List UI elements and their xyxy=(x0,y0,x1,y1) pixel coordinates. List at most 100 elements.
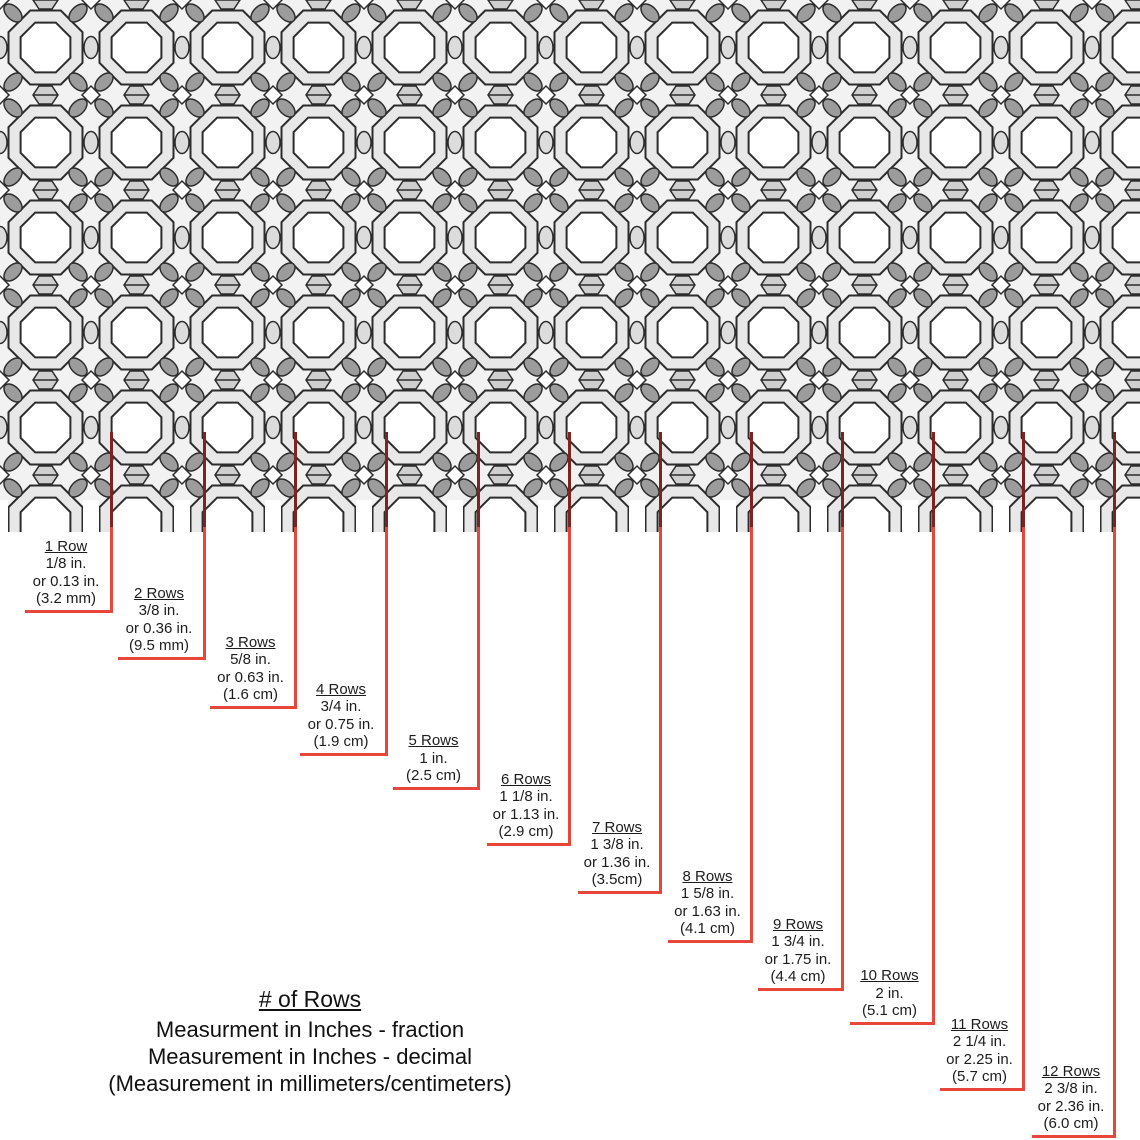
measurement-metric: (3.2 mm) xyxy=(36,589,96,607)
leader-line-vertical xyxy=(841,432,844,991)
measurement-group-5-rows: 5 Rows 1 in. (2.5 cm) xyxy=(393,432,480,790)
measurement-decimal: or 2.25 in. xyxy=(946,1050,1013,1068)
measurement-metric: (9.5 mm) xyxy=(129,636,189,654)
measurement-group-8-rows: 8 Rows 1 5/8 in. or 1.63 in. (4.1 cm) xyxy=(668,432,753,943)
measurement-title: 6 Rows xyxy=(500,771,552,788)
leader-line-vertical xyxy=(659,432,662,894)
measurement-fraction: 1 in. xyxy=(419,749,448,767)
measurement-decimal: or 0.13 in. xyxy=(32,572,100,590)
leader-line-horizontal xyxy=(758,988,844,991)
measurement-label-block: 4 Rows 3/4 in. or 0.75 in. (1.9 cm) xyxy=(294,681,388,750)
measurement-group-9-rows: 9 Rows 1 3/4 in. or 1.75 in. (4.4 cm) xyxy=(758,432,844,991)
legend-block: # of Rows Measurment in Inches - fractio… xyxy=(20,985,600,1097)
measurement-decimal: or 2.36 in. xyxy=(1037,1097,1105,1115)
measurement-decimal: or 1.13 in. xyxy=(492,805,560,823)
measurement-group-4-rows: 4 Rows 3/4 in. or 0.75 in. (1.9 cm) xyxy=(300,432,388,756)
measurement-group-3-rows: 3 Rows 5/8 in. or 0.63 in. (1.6 cm) xyxy=(210,432,297,709)
measurement-fraction: 2 in. xyxy=(875,984,904,1002)
measurement-title: 3 Rows xyxy=(225,634,276,651)
chainmaille-pattern xyxy=(0,0,1140,532)
leader-line-vertical xyxy=(203,432,206,660)
measurement-group-10-rows: 10 Rows 2 in. (5.1 cm) xyxy=(850,432,935,1025)
leader-line-horizontal xyxy=(25,610,113,613)
leader-line-vertical xyxy=(750,432,753,943)
measurement-decimal: or 0.63 in. xyxy=(217,668,284,686)
measurement-fraction: 1 5/8 in. xyxy=(680,885,735,903)
measurement-metric: (5.1 cm) xyxy=(861,1001,917,1019)
measurement-metric: (4.4 cm) xyxy=(770,967,826,985)
leader-line-vertical xyxy=(477,432,480,790)
measurement-title: 11 Rows xyxy=(950,1016,1009,1033)
measurement-metric: (1.6 cm) xyxy=(222,685,278,703)
measurement-label-block: 10 Rows 2 in. (5.1 cm) xyxy=(844,967,935,1019)
measurement-title: 1 Row xyxy=(44,538,88,555)
leader-line-horizontal xyxy=(393,787,480,790)
measurement-label-block: 7 Rows 1 3/8 in. or 1.36 in. (3.5cm) xyxy=(572,819,662,888)
measurement-metric: (1.9 cm) xyxy=(313,732,369,750)
measurement-group-12-rows: 12 Rows 2 3/8 in. or 2.36 in. (6.0 cm) xyxy=(1032,432,1116,1138)
measurement-group-2-rows: 2 Rows 3/8 in. or 0.36 in. (9.5 mm) xyxy=(118,432,206,660)
measurement-group-6-rows: 6 Rows 1 1/8 in. or 1.13 in. (2.9 cm) xyxy=(487,432,571,846)
measurement-decimal: or 1.36 in. xyxy=(583,853,651,871)
measurement-metric: (6.0 cm) xyxy=(1043,1114,1099,1132)
leader-line-horizontal xyxy=(487,843,571,846)
measurement-fraction: 1 1/8 in. xyxy=(499,788,553,806)
measurement-title: 5 Rows xyxy=(408,732,459,750)
measurement-group-11-rows: 11 Rows 2 1/4 in. or 2.25 in. (5.7 cm) xyxy=(940,432,1025,1091)
leader-line-vertical xyxy=(568,432,571,846)
leader-line-vertical xyxy=(385,432,388,756)
measurement-metric: (2.9 cm) xyxy=(498,822,554,840)
measurement-fraction: 3/8 in. xyxy=(138,602,180,620)
measurement-title: 8 Rows xyxy=(682,868,733,885)
measurement-title: 4 Rows xyxy=(315,681,367,698)
measurement-metric: (4.1 cm) xyxy=(679,919,735,937)
measurement-label-block: 6 Rows 1 1/8 in. or 1.13 in. (2.9 cm) xyxy=(481,771,571,840)
measurement-label-block: 1 Row 1/8 in. or 0.13 in. (3.2 mm) xyxy=(19,538,113,607)
leader-line-vertical xyxy=(1113,432,1116,1138)
legend-line-fraction: Measurment in Inches - fraction xyxy=(155,1016,465,1042)
measurement-label-block: 3 Rows 5/8 in. or 0.63 in. (1.6 cm) xyxy=(204,634,297,703)
measurement-title: 12 Rows xyxy=(1041,1063,1101,1080)
legend-title: # of Rows xyxy=(258,986,362,1012)
measurement-decimal: or 0.36 in. xyxy=(125,619,193,637)
measurement-metric: (3.5cm) xyxy=(591,870,643,888)
measurement-label-block: 9 Rows 1 3/4 in. or 1.75 in. (4.4 cm) xyxy=(752,916,844,985)
measurement-fraction: 1 3/8 in. xyxy=(590,836,644,854)
measurement-fraction: 2 1/4 in. xyxy=(952,1033,1007,1051)
measurement-label-block: 5 Rows 1 in. (2.5 cm) xyxy=(387,732,480,784)
measurement-fraction: 5/8 in. xyxy=(230,651,271,669)
measurement-group-7-rows: 7 Rows 1 3/8 in. or 1.36 in. (3.5cm) xyxy=(578,432,662,894)
measurement-title: 7 Rows xyxy=(591,819,643,836)
measurement-label-block: 8 Rows 1 5/8 in. or 1.63 in. (4.1 cm) xyxy=(662,868,753,937)
legend-line-metric: (Measurement in millimeters/centimeters) xyxy=(108,1071,512,1097)
measurement-title: 9 Rows xyxy=(772,916,824,933)
measurement-metric: (5.7 cm) xyxy=(951,1067,1007,1085)
measurement-title: 10 Rows xyxy=(860,967,919,985)
measurement-metric: (2.5 cm) xyxy=(405,766,461,784)
leader-line-horizontal xyxy=(300,753,388,756)
measurement-decimal: or 1.63 in. xyxy=(674,902,741,920)
measurement-decimal: or 1.75 in. xyxy=(764,950,832,968)
leader-line-horizontal xyxy=(118,657,206,660)
measurement-fraction: 1 3/4 in. xyxy=(771,933,825,951)
leader-line-horizontal xyxy=(940,1088,1025,1091)
leader-line-horizontal xyxy=(210,706,297,709)
leader-line-horizontal xyxy=(578,891,662,894)
legend-line-decimal: Measurement in Inches - decimal xyxy=(147,1043,473,1069)
measurement-label-block: 11 Rows 2 1/4 in. or 2.25 in. (5.7 cm) xyxy=(934,1016,1025,1085)
leader-line-vertical xyxy=(932,432,935,1025)
measurement-fraction: 2 3/8 in. xyxy=(1044,1080,1098,1098)
measurement-label-block: 2 Rows 3/8 in. or 0.36 in. (9.5 mm) xyxy=(112,585,206,654)
measurement-label-block: 12 Rows 2 3/8 in. or 2.36 in. (6.0 cm) xyxy=(1026,1063,1116,1132)
leader-line-vertical xyxy=(294,432,297,709)
measurement-fraction: 1/8 in. xyxy=(45,555,87,573)
leader-line-horizontal xyxy=(850,1022,935,1025)
measurement-group-1-row: 1 Row 1/8 in. or 0.13 in. (3.2 mm) xyxy=(25,432,113,613)
leader-line-horizontal xyxy=(668,940,753,943)
measurement-fraction: 3/4 in. xyxy=(320,698,362,716)
measurement-title: 2 Rows xyxy=(133,585,185,602)
leader-line-vertical xyxy=(110,432,113,613)
leader-line-vertical xyxy=(1022,432,1025,1091)
measurement-decimal: or 0.75 in. xyxy=(307,715,375,733)
